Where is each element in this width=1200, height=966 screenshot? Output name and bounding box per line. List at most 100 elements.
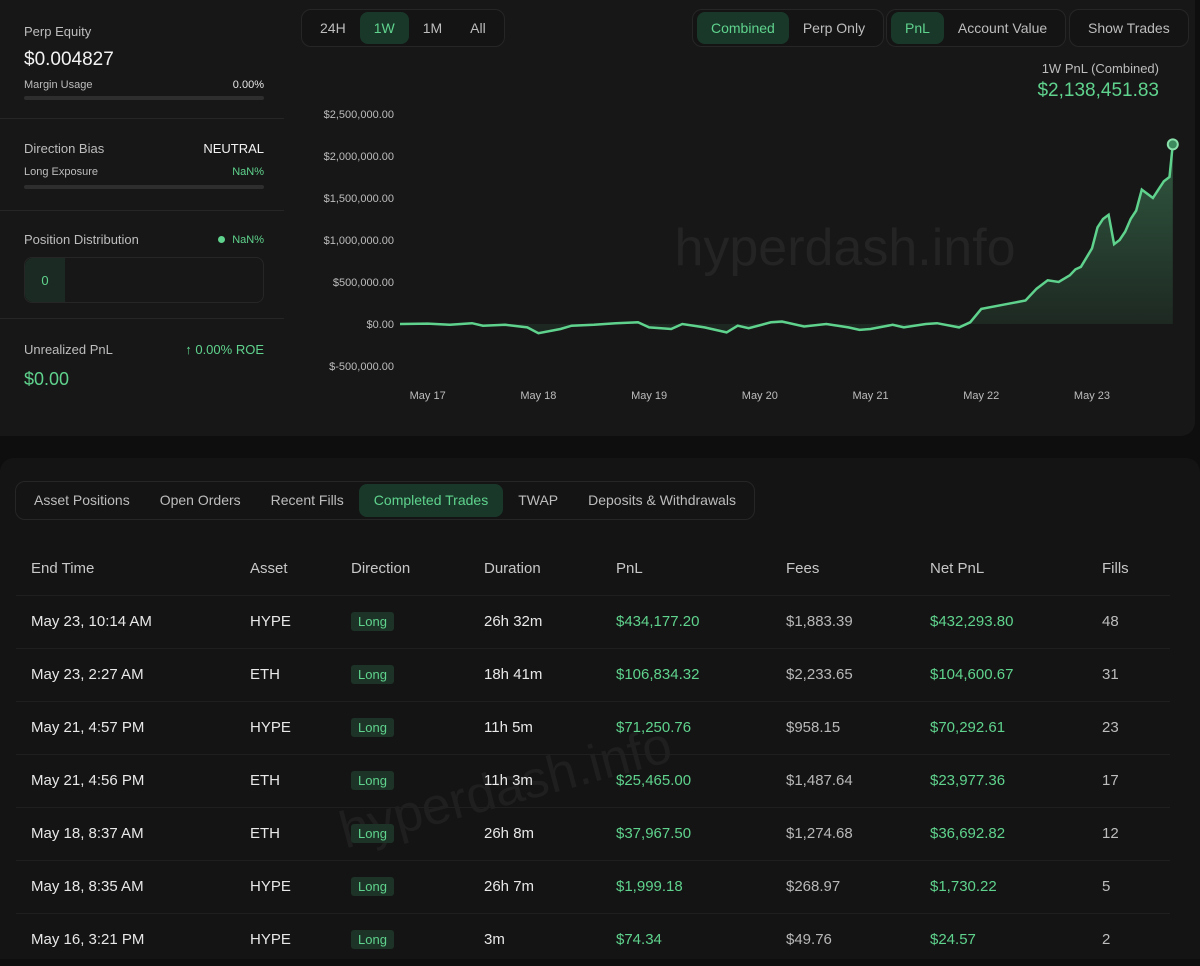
col-end-time[interactable]: End Time [31,559,95,577]
table-row[interactable]: May 16, 3:21 PM HYPE Long 3m $74.34 $49.76 $24… [16,912,1170,966]
range-1m-button[interactable]: 1M [422,20,443,36]
cell-dir: Long [336,859,469,913]
tab-open-orders[interactable]: Open Orders [159,492,241,508]
perp-only-button[interactable]: Perp Only [802,20,866,36]
tab-asset-positions[interactable]: Asset Positions [34,492,130,508]
tab-recent-fills[interactable]: Recent Fills [270,492,344,508]
y-axis: $2,500,000.00 $2,000,000.00 $1,500,000.00 $… [324,109,394,373]
perp-equity-value: $0.004827 [24,49,114,70]
x-tick-label: May 17 [410,390,446,402]
col-direction[interactable]: Direction [351,559,411,577]
cell-net: $24.57 [915,912,1087,966]
account-value-button[interactable]: Account Value [957,20,1048,36]
cell-asset: ETH [235,806,336,860]
y-tick-label: $-500,000.00 [329,361,394,373]
trade-rows: May 23, 10:14 AM HYPE Long 26h 32m $434,177.… [16,594,1170,966]
cell-fills: 12 [1087,806,1170,860]
cell-dur: 11h 3m [469,753,601,807]
range-1w-button[interactable]: 1W [359,12,409,44]
margin-usage-bar [24,96,264,100]
y-tick-label: $1,500,000.00 [324,193,394,205]
direction-badge: Long [351,612,394,631]
cell-pnl: $1,999.18 [601,859,771,913]
cell-fills: 2 [1087,912,1170,966]
cell-fees: $1,487.64 [771,753,915,807]
margin-usage-label: Margin Usage [24,79,93,91]
margin-usage-value: 0.00% [232,79,264,91]
cell-dir: Long [336,647,469,701]
cell-dir: Long [336,806,469,860]
direction-bias-section: Direction Bias NEUTRAL Long Exposure NaN… [24,141,264,189]
show-trades-button[interactable]: Show Trades [1088,20,1170,36]
roe-indicator: ↑ 0.00% ROE [185,342,264,357]
y-tick-label: $500,000.00 [333,277,394,289]
pnl-chart: hyperdash.info $2,500,000.00 $2,000,000.0… [300,60,1190,430]
cell-dur: 11h 5m [469,700,601,754]
unrealized-pnl-label: Unrealized PnL [24,342,113,357]
cell-dur: 3m [469,912,601,966]
cell-fees: $1,274.68 [771,806,915,860]
range-24h-button[interactable]: 24H [320,20,346,36]
account-summary-panel: Perp Equity $0.004827 Margin Usage 0.00%… [0,0,284,436]
y-tick-label: $0.00 [366,319,394,331]
direction-badge: Long [351,824,394,843]
col-pnl[interactable]: PnL [616,559,643,577]
mode-selector: Combined Perp Only [692,9,885,47]
col-fills[interactable]: Fills [1102,559,1129,577]
tab-completed-trades[interactable]: Completed Trades [358,484,504,517]
long-exposure-label: Long Exposure [24,166,98,178]
cell-time: May 23, 10:14 AM [16,594,235,648]
cell-pnl: $434,177.20 [601,594,771,648]
col-duration[interactable]: Duration [484,559,541,577]
cell-asset: ETH [235,753,336,807]
range-all-button[interactable]: All [470,20,486,36]
position-distribution-legend: NaN% [218,234,264,246]
direction-bias-label: Direction Bias [24,141,105,156]
combined-button[interactable]: Combined [697,12,789,44]
cell-net: $36,692.82 [915,806,1087,860]
portfolio-card: Perp Equity $0.004827 Margin Usage 0.00%… [0,0,1195,436]
tab-twap[interactable]: TWAP [518,492,559,508]
unrealized-pnl-section: Unrealized PnL ↑ 0.00% ROE $0.00 [24,342,264,390]
pnl-summary: 1W PnL (Combined) $2,138,451.83 [1037,61,1159,102]
position-distribution-label: Position Distribution [24,232,139,247]
pnl-chart-svg: hyperdash.info $2,500,000.00 $2,000,000.0… [324,109,1179,402]
divider [0,118,284,119]
cell-time: May 21, 4:57 PM [16,700,235,754]
long-exposure-bar [24,185,264,189]
x-tick-label: May 20 [742,390,778,402]
trades-tabs: Asset Positions Open Orders Recent Fills… [15,481,755,520]
direction-badge: Long [351,718,394,737]
col-asset[interactable]: Asset [250,559,288,577]
col-net-pnl[interactable]: Net PnL [930,559,985,577]
cell-net: $104,600.67 [915,647,1087,701]
cell-pnl: $106,834.32 [601,647,771,701]
chart-watermark: hyperdash.info [674,219,1015,277]
table-row[interactable]: May 23, 10:14 AM HYPE Long 26h 32m $434,177.… [16,594,1170,648]
col-fees[interactable]: Fees [786,559,820,577]
pnl-area [400,144,1173,334]
table-row[interactable]: May 23, 2:27 AM ETH Long 18h 41m $106,834.32… [16,647,1170,701]
cell-asset: HYPE [235,912,336,966]
divider [0,210,284,211]
cell-pnl: $37,967.50 [601,806,771,860]
table-row[interactable]: May 21, 4:56 PM ETH Long 11h 3m $25,465.00 $1… [16,753,1170,807]
perp-equity-section: Perp Equity $0.004827 Margin Usage 0.00% [24,24,264,100]
table-row[interactable]: May 18, 8:35 AM HYPE Long 26h 7m $1,999.18 $2… [16,859,1170,913]
pnl-button[interactable]: PnL [891,12,944,44]
direction-bias-value: NEUTRAL [203,141,264,156]
cell-asset: ETH [235,647,336,701]
metric-selector: PnL Account Value [886,9,1067,47]
cell-net: $1,730.22 [915,859,1087,913]
perp-equity-label: Perp Equity [24,24,92,39]
pnl-endpoint-marker[interactable] [1166,138,1179,151]
cell-fees: $2,233.65 [771,647,915,701]
table-row[interactable]: May 18, 8:37 AM ETH Long 26h 8m $37,967.50 $1… [16,806,1170,860]
cell-asset: HYPE [235,700,336,754]
x-tick-label: May 21 [852,390,888,402]
cell-fees: $49.76 [771,912,915,966]
tab-deposits-withdrawals[interactable]: Deposits & Withdrawals [588,492,736,508]
table-row[interactable]: May 21, 4:57 PM HYPE Long 11h 5m $71,250.76 $… [16,700,1170,754]
cell-time: May 16, 3:21 PM [16,912,235,966]
x-tick-label: May 23 [1074,390,1110,402]
